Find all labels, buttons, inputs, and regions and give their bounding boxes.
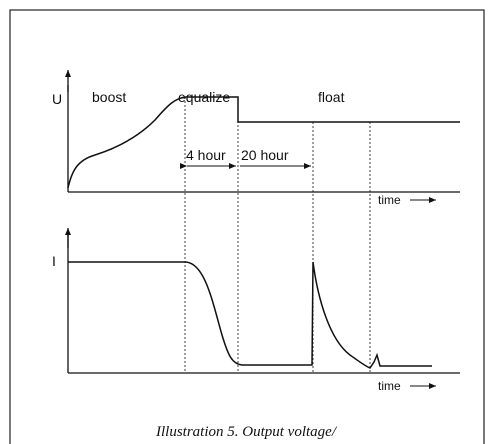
time-label: time bbox=[378, 193, 401, 207]
voltage-curve bbox=[67, 96, 460, 189]
current-curve bbox=[68, 261, 432, 369]
time-label: time bbox=[378, 379, 401, 393]
duration-label: 20 hour bbox=[241, 147, 289, 163]
caption: Illustration 5. Output voltage/ bbox=[155, 424, 338, 440]
frame bbox=[9, 9, 485, 444]
phase-label: float bbox=[318, 89, 345, 105]
u-label: U bbox=[52, 91, 62, 107]
duration-label: 4 hour bbox=[186, 147, 226, 163]
i-label: I bbox=[52, 253, 56, 269]
phase-label: boost bbox=[92, 89, 126, 105]
